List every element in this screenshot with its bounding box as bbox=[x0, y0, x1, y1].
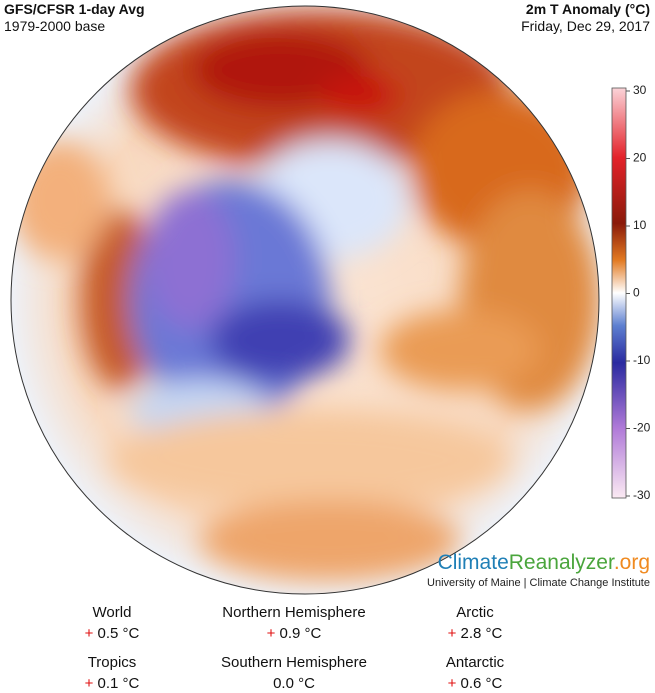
stat-value: + 0.5 °C bbox=[85, 625, 140, 642]
affiliation: University of Maine | Climate Change Ins… bbox=[427, 577, 650, 589]
stat-sign: + bbox=[85, 675, 94, 692]
stat-label: Southern Hemisphere bbox=[221, 654, 367, 671]
stat-value: + 2.8 °C bbox=[448, 625, 503, 642]
stat-value: + 0.9 °C bbox=[267, 625, 322, 642]
stat-number: 0.0 °C bbox=[273, 675, 315, 692]
stat-number: 0.5 °C bbox=[98, 625, 140, 642]
colorbar-label: -30 bbox=[633, 488, 651, 502]
title: GFS/CFSR 1-day Avg bbox=[4, 1, 145, 17]
globe bbox=[10, 5, 600, 595]
stat-sign: + bbox=[267, 625, 276, 642]
colorbar-label: -10 bbox=[633, 353, 651, 367]
colorbar-label: 0 bbox=[633, 286, 640, 300]
stat-number: 0.1 °C bbox=[98, 675, 140, 692]
stat-number: 0.9 °C bbox=[280, 625, 322, 642]
stat-sign: + bbox=[448, 625, 457, 642]
stat-value: 0.0 °C bbox=[273, 675, 315, 692]
stats: World + 0.5 °C Northern Hemisphere + 0.9 °C… bbox=[85, 604, 505, 692]
stat-label: Tropics bbox=[88, 654, 137, 671]
stat-sign: + bbox=[85, 625, 94, 642]
colorbar-label: 20 bbox=[633, 151, 647, 165]
date: Friday, Dec 29, 2017 bbox=[521, 18, 650, 34]
colorbar-label: 10 bbox=[633, 218, 647, 232]
variable: 2m T Anomaly (°C) bbox=[526, 1, 650, 17]
stat-label: World bbox=[93, 604, 132, 621]
stat-label: Antarctic bbox=[446, 654, 505, 671]
stat-label: Northern Hemisphere bbox=[222, 604, 365, 621]
colorbar-label: -20 bbox=[633, 421, 651, 435]
stat-number: 0.6 °C bbox=[461, 675, 503, 692]
subtitle: 1979-2000 base bbox=[4, 18, 105, 34]
colorbar: 30 20 10 0 -10 -20 -30 bbox=[611, 83, 651, 502]
stat-value: + 0.1 °C bbox=[85, 675, 140, 692]
brand: ClimateReanalyzer.org bbox=[438, 551, 650, 574]
stat-number: 2.8 °C bbox=[461, 625, 503, 642]
stat-sign: + bbox=[448, 675, 457, 692]
stat-value: + 0.6 °C bbox=[448, 675, 503, 692]
colorbar-label: 30 bbox=[633, 83, 647, 97]
stat-label: Arctic bbox=[456, 604, 494, 621]
